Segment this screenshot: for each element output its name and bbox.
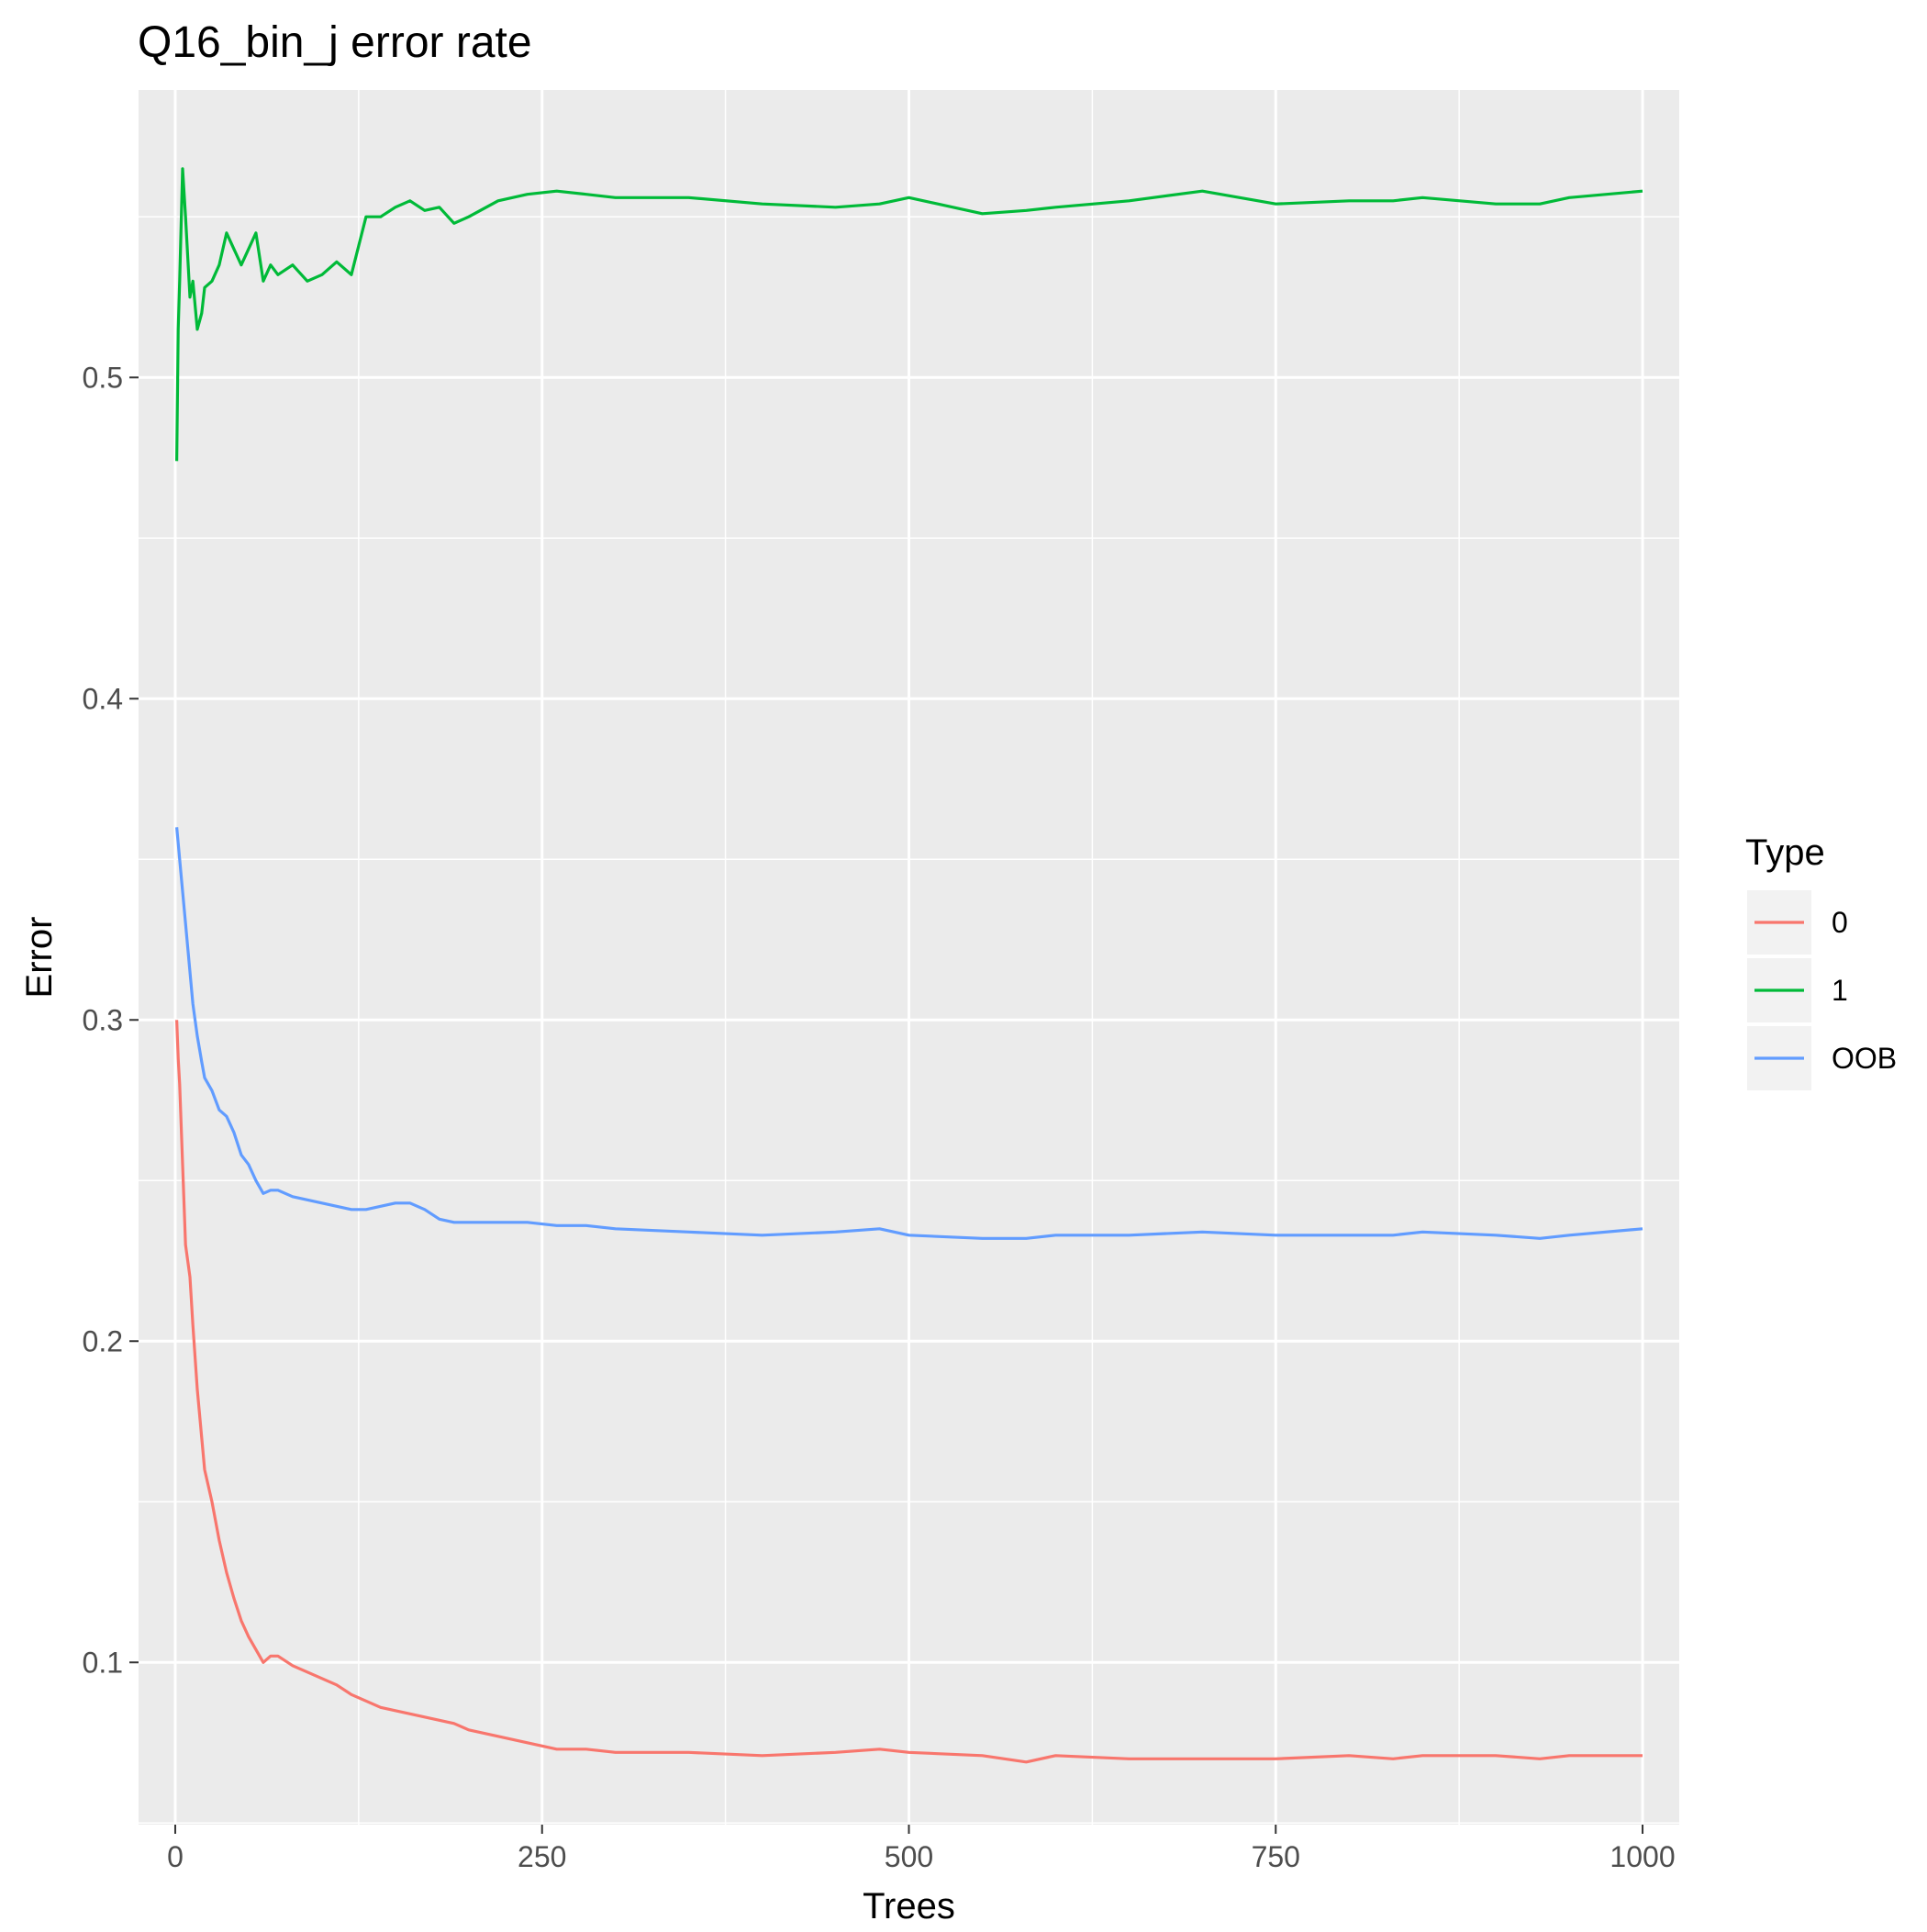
y-tick-label: 0.3: [83, 1003, 123, 1036]
y-tick-label: 0.5: [83, 361, 123, 394]
legend-label: OOB: [1832, 1042, 1897, 1075]
y-tick-label: 0.2: [83, 1324, 123, 1357]
x-axis-title: Trees: [863, 1886, 955, 1926]
y-tick-label: 0.1: [83, 1646, 123, 1679]
series-line-0: [175, 1020, 1643, 1764]
y-tick-label: 0.4: [83, 682, 123, 715]
legend-label: 1: [1832, 974, 1848, 1007]
y-axis-title: Error: [19, 917, 60, 999]
x-tick-label: 1000: [1610, 1840, 1675, 1873]
legend-title: Type: [1745, 832, 1825, 873]
x-tick-label: 250: [518, 1840, 566, 1873]
major-gridlines: [139, 90, 1679, 1825]
chart-title: Q16_bin_j error rate: [138, 18, 532, 67]
x-tick-label: 750: [1252, 1840, 1300, 1873]
x-tick-label: 0: [167, 1840, 184, 1873]
legend-label: 0: [1832, 906, 1848, 939]
y-axis: 0.1 0.2 0.3 0.4 0.5: [83, 361, 139, 1679]
x-tick-label: 500: [885, 1840, 933, 1873]
legend-keys: 0 1 OOB: [1747, 890, 1897, 1090]
legend: Type 0 1 OOB: [1745, 832, 1897, 1090]
series-lines: [175, 167, 1643, 1764]
series-line-1: [175, 167, 1643, 462]
x-axis: 0 250 500 750 1000: [167, 1825, 1676, 1873]
series-line-oob: [175, 827, 1643, 1240]
